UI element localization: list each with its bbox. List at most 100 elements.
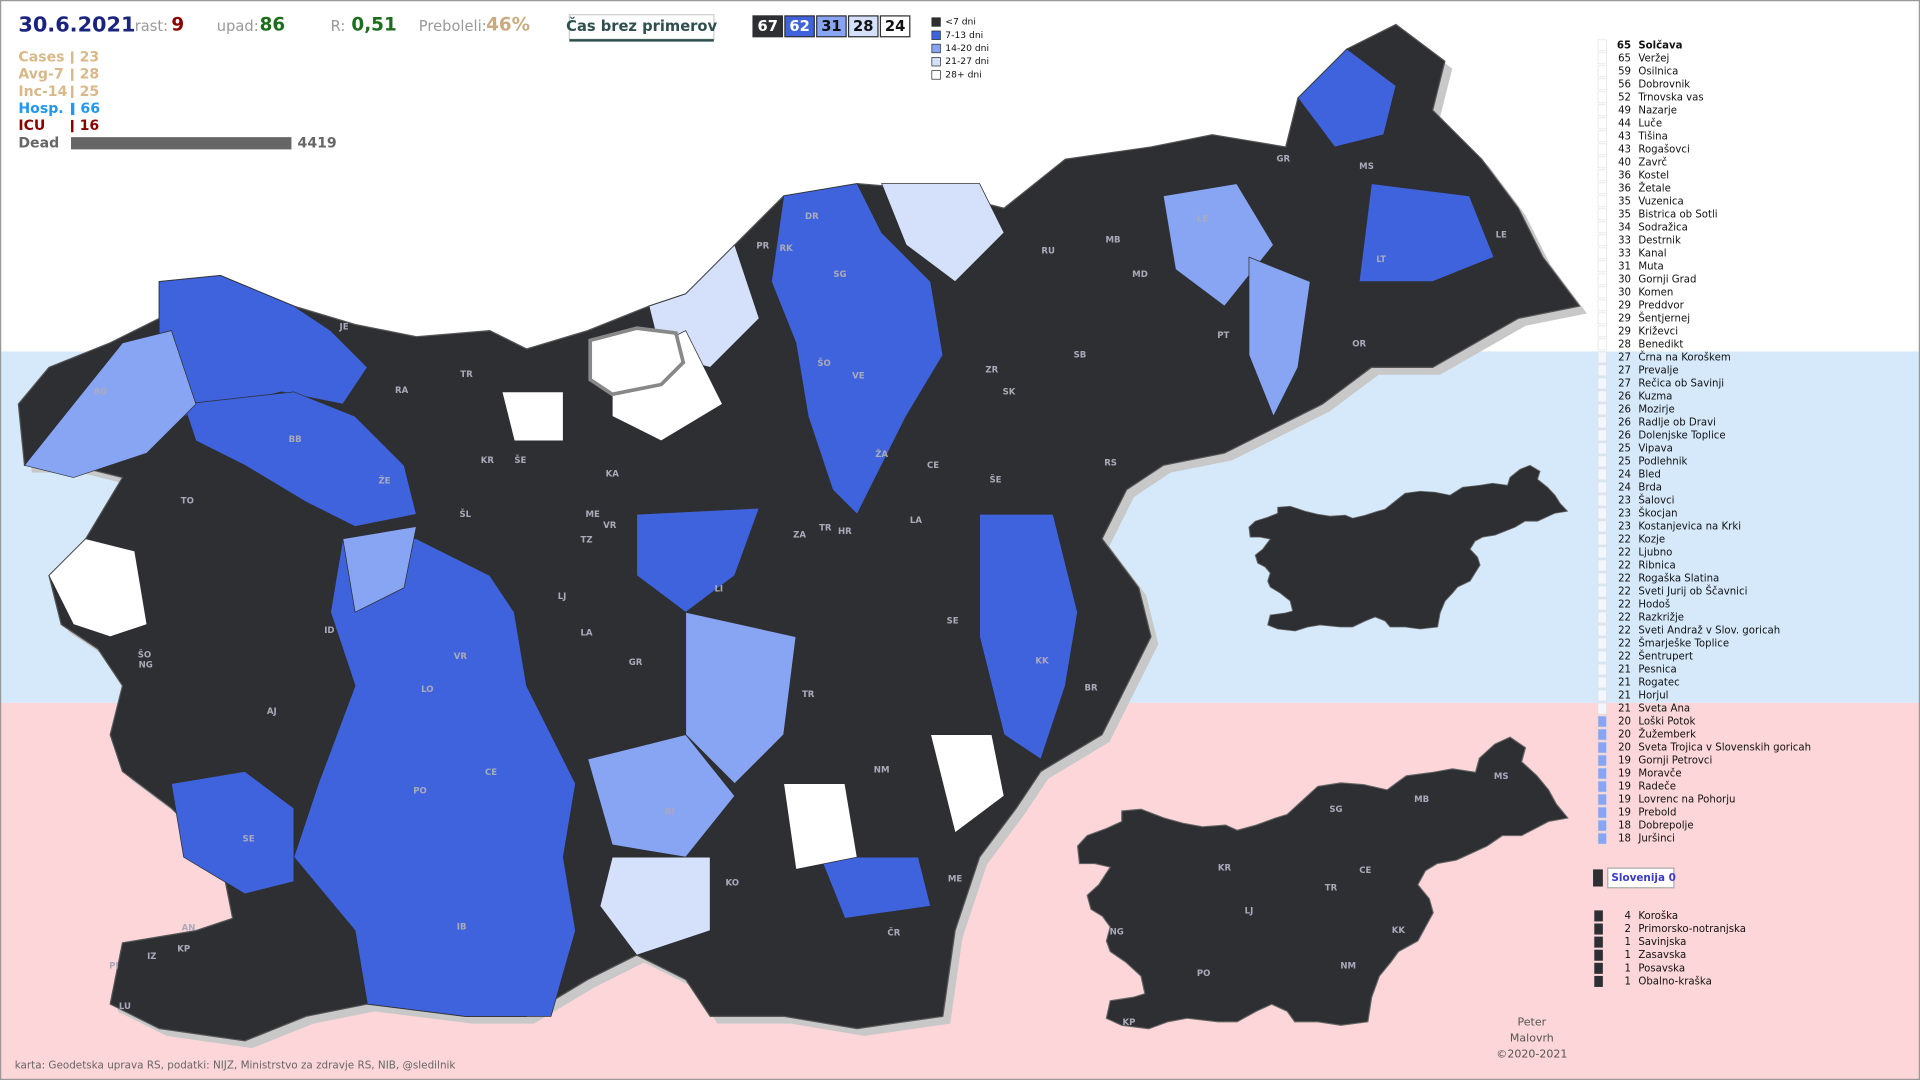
- stats: rast: 9 upad: 86 R: 0,51 Preboleli: 46%: [135, 15, 530, 36]
- list-days: 43: [1618, 131, 1631, 142]
- list-days: 40: [1618, 157, 1631, 168]
- list-days: 56: [1618, 79, 1631, 90]
- map-label: RK: [780, 244, 794, 254]
- list-name: Rogaška Slatina: [1638, 572, 1719, 584]
- inset-label: SG: [1329, 805, 1342, 815]
- list-swatch: [1597, 728, 1607, 741]
- list-swatch: [1597, 338, 1607, 351]
- map-label: SG: [833, 270, 846, 280]
- list-name: Sodražica: [1638, 221, 1687, 233]
- list-name: Črna na Koroškem: [1638, 350, 1730, 363]
- list-swatch: [1597, 806, 1607, 819]
- list-name: Veržej: [1638, 52, 1669, 64]
- map-label: IB: [457, 922, 467, 932]
- list-swatch: [1597, 117, 1607, 130]
- list-name: Loški Potok: [1638, 716, 1695, 728]
- list-days: 22: [1618, 573, 1631, 584]
- region-count: 4: [1625, 911, 1631, 922]
- map-label: LI: [714, 584, 723, 594]
- list-swatch: [1597, 533, 1607, 546]
- region-name: Zasavska: [1638, 950, 1686, 961]
- map-label: SE: [243, 834, 255, 844]
- region-swatch: [1594, 949, 1603, 961]
- legend-swatch: [931, 70, 941, 80]
- map-label: IZ: [147, 952, 156, 962]
- list-swatch: [1597, 364, 1607, 377]
- list-swatch: [1597, 624, 1607, 637]
- stat-value: 46%: [486, 15, 530, 36]
- inset-label: MB: [1414, 795, 1429, 805]
- list-swatch: [1597, 247, 1607, 260]
- mode-button[interactable]: [568, 14, 715, 40]
- list-days: 19: [1618, 808, 1631, 819]
- list-swatch: [1597, 780, 1607, 793]
- list-name: Žužemberk: [1638, 728, 1696, 741]
- list-days: 24: [1618, 482, 1631, 493]
- list-days: 65: [1618, 53, 1631, 64]
- inset-labels: SG MB MS KR CE TR LJ KK NG PO NM KP: [1110, 772, 1509, 1028]
- list-days: 29: [1618, 313, 1631, 324]
- map-label: ČR: [887, 927, 900, 939]
- list-name: Nazarje: [1638, 105, 1677, 116]
- inset-label: NM: [1340, 962, 1356, 972]
- list-name: Dolenjske Toplice: [1638, 430, 1725, 441]
- map-label: RI: [665, 807, 675, 817]
- map-label: ME: [948, 875, 963, 885]
- indicator-bar: [71, 68, 74, 81]
- map-label: MB: [1106, 236, 1121, 246]
- list-name: Osilnica: [1638, 66, 1678, 77]
- list-swatch: [1597, 741, 1607, 754]
- list-swatch: [1597, 572, 1607, 585]
- region-name: Posavska: [1638, 963, 1685, 974]
- region-name: Obalno-kraška: [1638, 975, 1712, 987]
- map-label: TO: [181, 496, 194, 506]
- indicator-label: Inc-14: [18, 84, 67, 100]
- list-name: Tišina: [1637, 130, 1668, 142]
- map-label: LJ: [558, 592, 567, 602]
- legend-swatch: [931, 43, 941, 54]
- list-name: Lovrenc na Pohorju: [1638, 795, 1735, 806]
- indicator-value: 23: [80, 50, 100, 66]
- list-days: 22: [1618, 651, 1631, 662]
- region-count: 1: [1625, 937, 1631, 948]
- list-name: Gornji Grad: [1638, 274, 1696, 285]
- indicator-label: Cases: [18, 50, 64, 66]
- list-swatch: [1597, 299, 1607, 312]
- date: 30.6.2021: [18, 13, 135, 37]
- list-name: Muta: [1638, 261, 1663, 272]
- list-name: Ribnica: [1638, 560, 1675, 571]
- map-label: ŠE: [989, 473, 1001, 485]
- map-label: SB: [1074, 351, 1087, 361]
- map-label: BB: [289, 435, 302, 445]
- list-name: Kanal: [1638, 248, 1666, 259]
- indicator-value: 25: [80, 84, 100, 100]
- list-swatch: [1597, 754, 1607, 767]
- region-swatch: [1594, 975, 1603, 987]
- stat-label: rast:: [135, 18, 168, 35]
- list-name: Radeče: [1638, 781, 1676, 793]
- list-swatch: [1597, 325, 1607, 338]
- inset-label: PO: [1197, 969, 1211, 979]
- map-label: KA: [606, 469, 620, 479]
- map-label: AJ: [267, 707, 277, 717]
- list-swatch: [1597, 39, 1607, 52]
- inset-label: CE: [1359, 866, 1371, 876]
- list-swatch: [1597, 715, 1607, 728]
- mode-button-label[interactable]: Čas brez primerov: [566, 17, 717, 35]
- list-days: 21: [1618, 704, 1631, 715]
- list-days: 24: [1618, 469, 1631, 480]
- list-name: Kostanjevica na Krki: [1638, 521, 1741, 532]
- list-days: 20: [1618, 717, 1631, 728]
- map-label: MS: [1359, 162, 1374, 172]
- areas-14-20: [23, 183, 1311, 858]
- list-days: 23: [1618, 508, 1631, 519]
- list-days: 20: [1618, 730, 1631, 741]
- list-days: 25: [1618, 443, 1631, 454]
- list-swatch: [1597, 351, 1607, 364]
- list-days: 26: [1618, 391, 1631, 402]
- list-days: 31: [1618, 261, 1631, 272]
- list-days: 29: [1618, 326, 1631, 337]
- list-days: 19: [1618, 782, 1631, 793]
